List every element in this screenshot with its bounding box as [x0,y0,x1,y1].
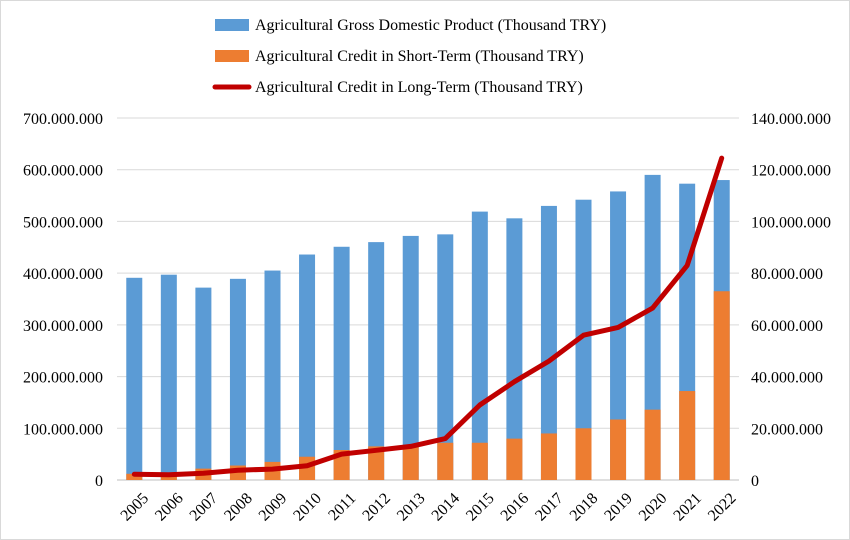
right-tick-label: 100.000.000 [751,214,831,231]
short-term-credit-bar [644,409,661,480]
x-tick-label: 2010 [290,490,325,525]
right-tick-label: 40.000.000 [751,370,823,387]
x-tick-label: 2011 [325,490,359,524]
gdp-bar [471,211,488,481]
left-tick-label: 700.000.000 [23,111,103,128]
right-tick-label: 20.000.000 [751,421,823,438]
x-tick-label: 2017 [532,490,567,525]
line-series [131,155,725,478]
short-term-credit-bar [506,438,523,480]
gdp-bar [610,191,627,481]
x-tick-label: 2006 [152,490,187,525]
short-term-credit-bar [679,391,696,480]
legend-label: Agricultural Credit in Long-Term (Thousa… [255,79,583,96]
bars [126,174,730,481]
x-tick-label: 2005 [118,490,153,525]
x-tick-label: 2007 [187,490,222,525]
left-tick-label: 400.000.000 [23,266,103,283]
long-term-credit-point [582,333,585,337]
gdp-bar [368,242,385,480]
long-term-credit-point [512,380,516,384]
long-term-credit-point [547,359,551,363]
legend-label: Agricultural Credit in Short-Term (Thous… [255,48,584,65]
long-term-credit-point [409,444,413,448]
gdp-bar [195,287,212,480]
x-tick-label: 2008 [221,490,256,525]
gdp-bar [402,235,419,480]
left-tick-label: 200.000.000 [23,370,103,387]
left-tick-label: 500.000.000 [23,214,103,231]
x-tick-label: 2009 [256,490,291,525]
long-term-credit-point [305,464,309,468]
short-term-credit-bar [471,442,488,480]
long-term-credit-point [685,263,689,267]
gdp-bar [644,174,661,480]
right-axis: 0 20.000.000 40.000.000 60.000.000 80.000.00… [751,111,831,490]
x-tick-label: 2022 [705,490,740,525]
long-term-credit-point [616,325,620,329]
long-term-credit-point [236,468,240,472]
x-tick-label: 2021 [670,490,705,525]
gdp-bar [264,270,281,480]
right-tick-label: 80.000.000 [751,266,823,283]
gdp-bar [299,254,316,480]
long-term-credit-point [478,403,482,407]
x-axis: 2005 2006 2007 2008 2009 2010 2011 2012 2013 2014… [118,490,740,525]
long-term-credit-line [131,155,725,478]
gdp-bar [506,218,523,480]
x-tick-label: 2018 [567,490,602,525]
right-tick-label: 140.000.000 [751,111,831,128]
long-term-credit-point [167,473,171,477]
long-term-credit-point [132,472,136,476]
legend-swatch [215,50,249,62]
short-term-credit-bar [575,428,592,480]
gdp-bar [437,234,454,480]
gdp-bar [333,246,350,480]
long-term-credit-point [201,471,205,475]
legend: Agricultural Gross Domestic Product (Tho… [212,17,606,96]
short-term-credit-bar [402,444,419,480]
left-tick-label: 300.000.000 [23,318,103,335]
short-term-credit-bar [126,473,143,480]
x-tick-label: 2016 [498,490,533,525]
left-tick-label: 600.000.000 [23,163,103,180]
long-term-credit-point [443,437,447,441]
long-term-credit-point [340,452,344,456]
x-tick-label: 2014 [429,490,464,525]
x-tick-label: 2015 [463,490,498,525]
x-tick-label: 2020 [636,490,671,525]
gdp-bar [575,199,592,481]
long-term-credit-point [720,156,724,160]
right-tick-label: 120.000.000 [751,163,831,180]
gdp-bar [160,274,177,480]
short-term-credit-bar [437,442,454,480]
short-term-credit-bar [540,433,557,480]
short-term-credit-bar [368,446,385,480]
x-tick-label: 2013 [394,490,429,525]
gdp-bar [126,277,143,480]
x-tick-label: 2019 [601,490,636,525]
short-term-credit-bar [713,291,730,480]
left-axis: 0 100.000.000 200.000.000 300.000.000 400.00… [23,111,103,490]
left-tick-label: 100.000.000 [23,421,103,438]
gridlines [117,117,739,481]
short-term-credit-bar [610,419,627,480]
legend-label: Agricultural Gross Domestic Product (Tho… [255,17,606,34]
left-tick-label: 0 [95,473,103,490]
x-tick-label: 2012 [359,490,394,525]
long-term-credit-point [374,448,378,452]
long-term-credit-point [271,467,274,471]
right-tick-label: 60.000.000 [751,318,823,335]
legend-swatch [215,19,249,31]
right-tick-label: 0 [751,473,759,490]
gdp-bar [229,278,246,480]
long-term-credit-point [651,306,655,310]
gdp-bar [540,205,557,480]
